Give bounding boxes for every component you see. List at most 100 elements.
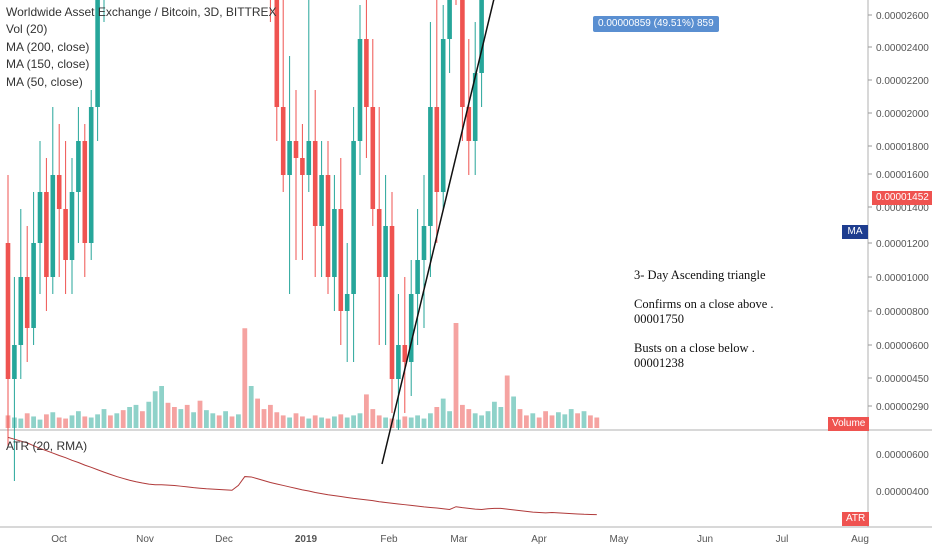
- candle-body: [306, 141, 312, 175]
- candle-body: [421, 226, 427, 260]
- ma-tag: MA: [842, 225, 868, 239]
- candle-body: [402, 345, 408, 362]
- volume-bar: [293, 413, 299, 428]
- candle-body: [466, 107, 472, 141]
- candle-body: [312, 141, 318, 226]
- time-axis-label: Oct: [51, 534, 67, 545]
- candle-body: [69, 192, 75, 260]
- legend-symbol[interactable]: Worldwide Asset Exchange / Bitcoin, 3D, …: [6, 5, 277, 19]
- volume-bar: [69, 415, 75, 428]
- legend-ma-200[interactable]: MA (200, close): [6, 39, 90, 54]
- volume-bar: [236, 414, 241, 428]
- volume-bar: [472, 413, 478, 428]
- candle-body: [351, 141, 356, 294]
- candle-body: [319, 175, 324, 226]
- candle-body: [325, 175, 331, 277]
- volume-bar: [165, 402, 171, 428]
- note-title: 3- Day Ascending triangle: [634, 268, 766, 282]
- candle-body: [479, 0, 484, 73]
- volume-bar: [460, 404, 465, 428]
- volume-bar: [485, 411, 491, 428]
- volume-bar: [287, 417, 292, 428]
- volume-bar: [31, 416, 36, 428]
- time-axis-label: Jul: [776, 534, 789, 545]
- candle-body: [428, 107, 433, 226]
- candle-body: [280, 107, 286, 175]
- note-confirm: Confirms on a close above .: [634, 297, 774, 311]
- measure-label[interactable]: 0.00000859 (49.51%) 859: [593, 16, 719, 32]
- volume-bar: [511, 396, 516, 428]
- price-axis-label: 0.00001600: [876, 170, 929, 181]
- volume-bar: [56, 417, 62, 428]
- price-axis-label: 0.00000290: [876, 402, 929, 413]
- volume-bar: [408, 417, 414, 428]
- volume-bar: [216, 415, 222, 428]
- candle-body: [44, 192, 49, 277]
- atr-line: [7, 436, 597, 516]
- price-axis-label: 0.00001200: [876, 239, 929, 250]
- volume-bar: [50, 412, 56, 428]
- volume-bar: [108, 415, 113, 428]
- price-axis-label: 0.00002600: [876, 11, 929, 22]
- legend-ma-150[interactable]: MA (150, close): [6, 57, 90, 72]
- volume-bar: [536, 417, 542, 428]
- volume-bar: [588, 415, 593, 428]
- atr-axis-label: 0.00000400: [876, 487, 929, 498]
- candle-body: [364, 39, 369, 107]
- volume-bar: [370, 409, 376, 428]
- candle-body: [357, 39, 363, 141]
- volume-bar: [261, 409, 267, 428]
- candle-body: [344, 294, 350, 311]
- annotation-note: 3- Day Ascending triangle Confirms on a …: [634, 268, 834, 371]
- volume-bar: [415, 415, 420, 428]
- time-axis-label: Nov: [136, 534, 154, 545]
- volume-bar: [364, 394, 369, 428]
- volume-bar: [152, 391, 158, 428]
- candle-body: [287, 141, 292, 175]
- volume-bar: [82, 416, 88, 428]
- volume-bar: [204, 410, 209, 428]
- volume-bar: [428, 413, 433, 428]
- volume-bar: [376, 415, 382, 428]
- volume-bar: [191, 412, 196, 428]
- price-axis-label: 0.00002200: [876, 76, 929, 87]
- candle-body: [376, 209, 382, 277]
- volume-bar: [184, 404, 190, 428]
- volume-bar: [543, 411, 548, 428]
- volume-bar: [178, 409, 184, 428]
- volume-bar: [312, 415, 318, 428]
- volume-bar: [197, 400, 203, 428]
- legend-ma-50[interactable]: MA (50, close): [6, 74, 83, 89]
- volume-bar: [325, 418, 331, 428]
- volume-bar: [140, 411, 145, 428]
- note-bust-level: 00001238: [634, 356, 684, 370]
- volume-bar: [498, 407, 504, 428]
- volume-bar: [223, 411, 228, 428]
- volume-bar: [242, 328, 248, 428]
- volume-bar: [440, 398, 446, 428]
- note-bust: Busts on a close below .: [634, 341, 755, 355]
- candle-body: [18, 277, 24, 345]
- volume-bar: [120, 410, 126, 428]
- volume-bar: [319, 417, 324, 428]
- price-axis-label: 0.00002400: [876, 43, 929, 54]
- volume-bar: [18, 418, 24, 428]
- volume-bar: [101, 409, 107, 428]
- volume-bar: [453, 323, 459, 428]
- volume-bar: [338, 414, 344, 428]
- volume-bar: [549, 415, 555, 428]
- volume-bar: [402, 416, 408, 428]
- time-axis-label: Feb: [380, 534, 398, 545]
- legend-atr[interactable]: ATR (20, RMA): [6, 439, 88, 453]
- price-axis-label: 0.00000600: [876, 341, 929, 352]
- volume-bar: [280, 415, 286, 428]
- candle-body: [440, 39, 446, 192]
- legend-volume[interactable]: Vol (20): [6, 22, 48, 37]
- time-axis-label: Apr: [531, 534, 547, 545]
- volume-bar: [504, 375, 510, 428]
- candle-body: [389, 226, 395, 379]
- volume-bar: [146, 401, 152, 428]
- volume-bar: [524, 415, 529, 428]
